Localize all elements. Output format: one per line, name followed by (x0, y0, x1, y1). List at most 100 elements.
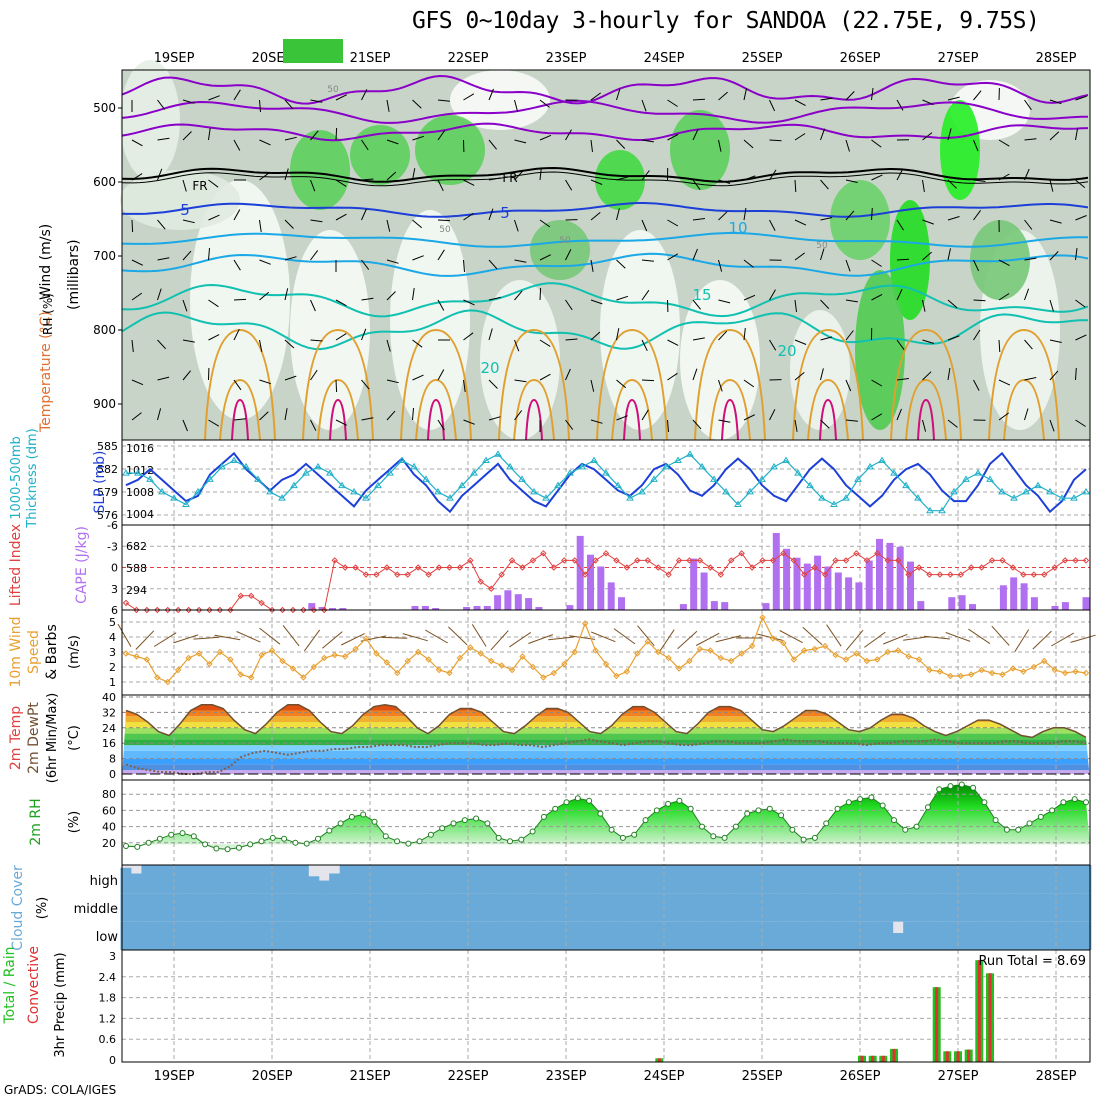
rh-point (744, 810, 751, 817)
temp-label-4: (°C) (67, 725, 82, 751)
rh-point (348, 813, 355, 820)
wind-barb (896, 378, 909, 381)
wind-barb-10m (117, 623, 132, 647)
wind-tick-label: 2 (109, 661, 116, 674)
date-label-top: 28SEP (1036, 51, 1077, 66)
cloud-bar (214, 921, 226, 950)
cape-bar (762, 603, 770, 610)
thickness-point (614, 481, 622, 489)
temp-band (122, 745, 1090, 751)
cloud-bar (955, 865, 967, 894)
li-point (571, 557, 578, 564)
li-tick-label: -6 (107, 519, 118, 532)
cloud-bar (464, 865, 476, 894)
cloud-bar (193, 921, 205, 950)
wind-barb (284, 375, 297, 381)
cloud-bar (590, 921, 601, 950)
wind-speed-point (362, 635, 370, 642)
li-line (125, 552, 1086, 611)
run-total-label: Run Total = 8.69 (978, 954, 1086, 969)
wind-barb (922, 419, 927, 432)
cape-bar (700, 572, 708, 610)
cape-bar (793, 557, 801, 610)
wind-speed-point (634, 650, 641, 657)
cloud-bar (819, 893, 831, 922)
wind-barb (539, 134, 552, 141)
cloud-bar (819, 921, 831, 950)
li-point (352, 564, 359, 571)
contour-label: FR (192, 179, 207, 193)
wind-barb (769, 219, 776, 231)
wind-speed-point (644, 638, 651, 645)
wind-speed-point (331, 651, 338, 659)
wind-barb (488, 296, 501, 301)
cloud-bar (402, 921, 414, 950)
temp-label-3-wrap: (6hr Min/Max) (45, 693, 60, 783)
temp-contour (302, 328, 374, 441)
cloud-bar (1049, 921, 1061, 950)
wind-speed-point (874, 656, 881, 663)
rh-point (597, 810, 604, 817)
thickness-point (734, 500, 742, 507)
wind-barb (845, 419, 858, 422)
wind-barb-10m (883, 633, 908, 645)
wind-barb (820, 248, 825, 261)
cloud-bar (308, 921, 320, 950)
wind-barb (539, 219, 551, 228)
wind-barb (1049, 179, 1054, 192)
rh-point (778, 812, 785, 819)
cloud-bar (402, 893, 414, 922)
cloud-bar (861, 893, 873, 922)
temp-contour (807, 378, 849, 441)
wind-barb (590, 419, 603, 424)
li-point (540, 550, 547, 557)
cape-bar (308, 603, 316, 610)
li-point (842, 557, 850, 564)
precip-conv-bar (935, 987, 939, 1062)
thickness-point (974, 469, 982, 476)
cloud-bar (1070, 921, 1081, 950)
wind-barb-10m (381, 636, 408, 639)
rh-point (619, 834, 626, 841)
cloud-bar (767, 893, 779, 922)
cloud-bar (777, 921, 789, 950)
rh-tick-label: 40 (102, 821, 116, 834)
wind-barb (616, 176, 629, 181)
li-point (686, 557, 693, 564)
cloud-bar (871, 893, 883, 922)
pressure-tick-label: 600 (93, 175, 116, 189)
cloud-bar (1017, 893, 1029, 922)
temp-line (125, 703, 1087, 739)
cloud-unit-label: (%) (35, 897, 50, 920)
cape-bar (483, 606, 491, 610)
wind-barb (412, 168, 416, 181)
contour-label: FR (502, 171, 517, 185)
cloud-bar (1038, 865, 1050, 894)
wind-speed-point (1030, 663, 1038, 671)
wind-barb (259, 291, 270, 301)
rh-point (970, 784, 977, 791)
wind-barb (896, 288, 903, 301)
wind-barb (386, 139, 399, 145)
cloud-bar (204, 921, 215, 950)
wind-barb (514, 259, 527, 263)
cloud-bar (183, 893, 195, 922)
wind-label-3: & Barbs (44, 624, 60, 680)
cloud-bar (788, 893, 800, 922)
rh-point (190, 833, 197, 840)
cloud-bar (1007, 865, 1019, 894)
li-point (498, 571, 505, 578)
wind-speed-point (811, 645, 818, 653)
wind-barb (641, 139, 654, 143)
pressure-tick-label: 700 (93, 249, 116, 263)
temp-label-2: 2m DewPt (26, 702, 42, 774)
cloud-bar (736, 865, 748, 894)
cloud-bar (652, 893, 664, 922)
contour-label: 50 (439, 225, 451, 235)
wind-barb (335, 94, 348, 101)
thickness-point (998, 487, 1006, 495)
rh-point (789, 826, 796, 833)
cloud-bar (360, 865, 372, 894)
cape-tick-label: 588 (126, 562, 147, 575)
cloud-bar (371, 921, 382, 950)
